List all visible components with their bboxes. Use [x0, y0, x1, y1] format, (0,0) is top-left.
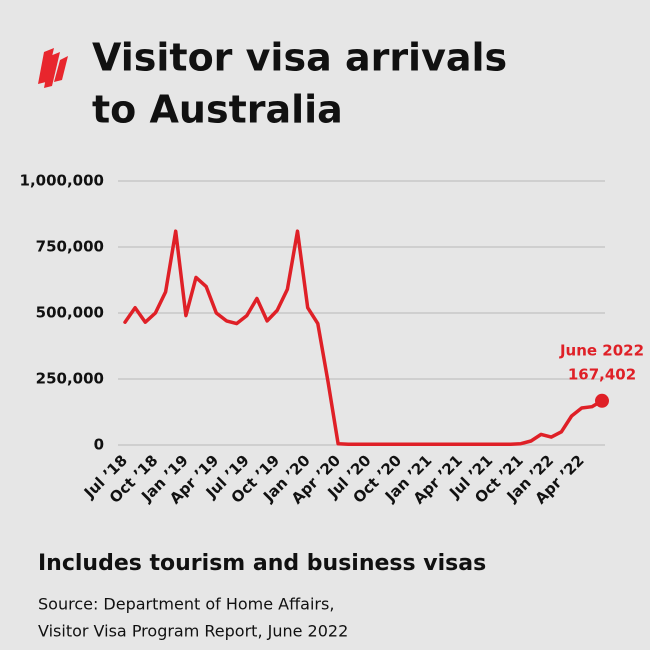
- y-tick-label: 250,000: [36, 370, 104, 388]
- end-point: [595, 393, 609, 408]
- chart-title: to Australia: [92, 88, 343, 132]
- logo: [38, 48, 68, 88]
- y-tick-label: 1,000,000: [20, 172, 104, 190]
- y-tick-label: 500,000: [36, 304, 104, 322]
- source: Visitor Visa Program Report, June 2022: [38, 622, 348, 641]
- subtitle: Includes tourism and business visas: [38, 551, 486, 576]
- annotation: June 2022: [559, 342, 644, 360]
- y-tick-label: 0: [94, 436, 104, 454]
- value-label: 167,402: [568, 366, 636, 384]
- data-line: [123, 229, 604, 446]
- source: Source: Department of Home Affairs,: [38, 595, 334, 614]
- y-tick-label: 750,000: [36, 238, 104, 256]
- chart-title: Visitor visa arrivals: [92, 36, 507, 80]
